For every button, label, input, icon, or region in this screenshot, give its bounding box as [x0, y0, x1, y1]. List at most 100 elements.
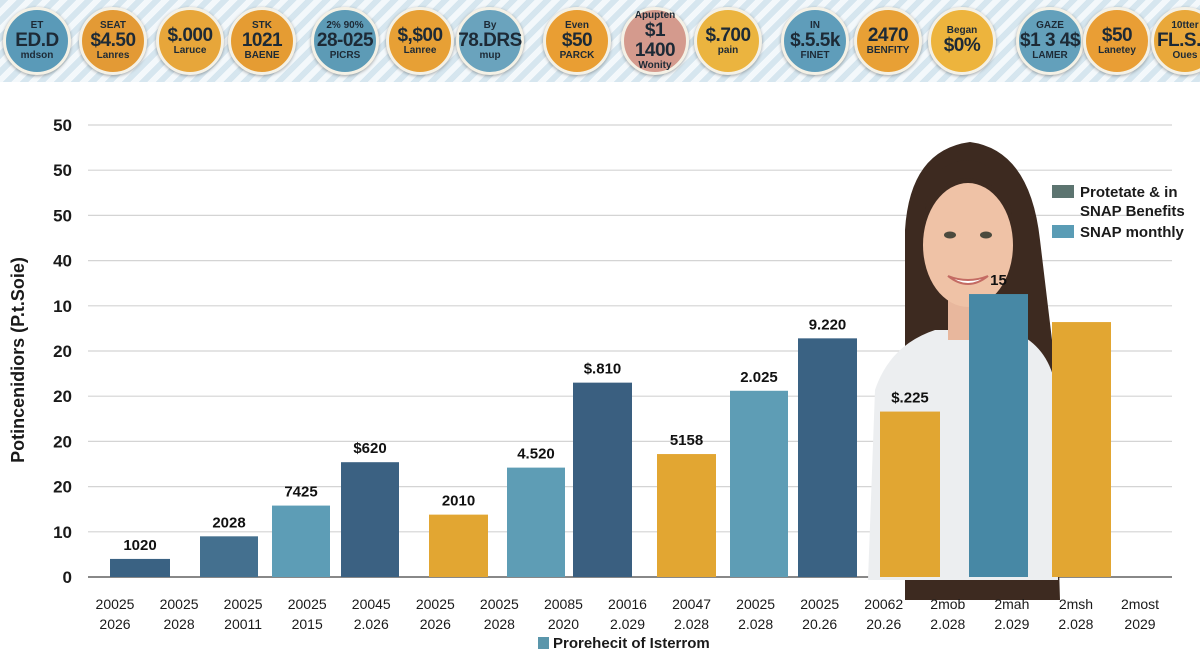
- coin-top-text: By: [483, 19, 497, 31]
- coin-badge: Began $0%: [928, 7, 996, 75]
- bar: [798, 338, 857, 577]
- coin-top-text: 10tter: [1171, 19, 1199, 31]
- bar: [272, 505, 330, 577]
- coin-top-text: STK: [252, 19, 272, 31]
- coin-main-text: $50: [1101, 24, 1133, 46]
- y-tick-label: 50: [53, 161, 72, 180]
- x-tick-label: 2.028: [930, 616, 965, 632]
- legend-swatch: [1052, 225, 1074, 238]
- x-tick-label: 20.26: [802, 616, 837, 632]
- coin-badge: 2% 90% 28-025 PICRS: [311, 7, 379, 75]
- x-tick-label: 2.028: [738, 616, 773, 632]
- coin-top-text: ET: [30, 19, 44, 31]
- coin-badge: $50 Lanetey: [1083, 7, 1151, 75]
- coin-main-text: $.000: [167, 24, 213, 46]
- x-tick-label: 2msh: [1059, 596, 1093, 612]
- bar: [880, 411, 940, 577]
- coin-main-text: 78.DRS: [458, 30, 522, 52]
- coin-badge: $.700 pain: [694, 7, 762, 75]
- bar-data-label: 15: [990, 272, 1007, 289]
- coin-bottom-text: Oues: [1172, 49, 1198, 61]
- x-tick-label: 2026: [420, 616, 451, 632]
- x-tick-label: 20025: [160, 596, 199, 612]
- y-tick-label: 20: [53, 342, 72, 361]
- coin-badge: GAZE $1 3 4$ LAMER: [1016, 7, 1084, 75]
- x-tick-label: 20025: [224, 596, 263, 612]
- bar-data-label: $620: [353, 440, 386, 457]
- coin-bottom-text: Wonity: [638, 59, 672, 71]
- y-axis-title: Potincenidiors (P.t.Soie): [8, 257, 28, 463]
- coin-main-text: $.700: [705, 24, 751, 46]
- x-tick-label: 2.029: [610, 616, 645, 632]
- x-tick-label: 20025: [736, 596, 775, 612]
- coin-top-text: Began: [946, 24, 978, 36]
- x-axis-labels: 20025 2026 20025 2028 20025 20011 20025 2015 200…: [96, 596, 1160, 632]
- coin-badge: $,$00 Lanree: [386, 7, 454, 75]
- x-tick-label: 20047: [672, 596, 711, 612]
- bar-data-label: 5158: [670, 432, 703, 449]
- x-tick-label: 2.028: [674, 616, 709, 632]
- coin-bottom-text: Laruce: [173, 44, 207, 56]
- coin-bottom-text: LAMER: [1032, 49, 1068, 61]
- y-tick-label: 10: [53, 297, 72, 316]
- x-tick-label: 20025: [480, 596, 519, 612]
- x-tick-label: 20045: [352, 596, 391, 612]
- coin-bottom-text: mup: [479, 49, 501, 61]
- bar-data-label: $.810: [584, 361, 622, 378]
- legend-swatch: [1052, 185, 1074, 198]
- coin-badge: SEAT $4.50 Lanres: [79, 7, 147, 75]
- x-tick-label: 2.026: [354, 616, 389, 632]
- x-tick-label: 2029: [1124, 616, 1155, 632]
- bar-data-label: 9.220: [809, 316, 847, 333]
- coin-banner: ET ED.D mdson SEAT $4.50 Lanres $.000 Laruce STK…: [0, 0, 1200, 82]
- bottom-legend-label: Prorehecit of Isterrom: [553, 635, 710, 652]
- bar-data-label: 7425: [284, 484, 317, 501]
- y-tick-label: 0: [63, 568, 72, 587]
- bar: [110, 558, 170, 577]
- coin-badge: ET ED.D mdson: [3, 7, 71, 75]
- x-tick-label: 20016: [608, 596, 647, 612]
- bar: [507, 467, 565, 577]
- coin-bottom-text: FINET: [800, 49, 830, 61]
- legend-label: SNAP Benefits: [1080, 203, 1185, 220]
- coin-bottom-text: BENFITY: [866, 44, 910, 56]
- y-tick-label: 50: [53, 116, 72, 135]
- coin-main-text: 28-025: [316, 30, 374, 52]
- bar: [730, 390, 788, 577]
- bar-data-label: 2028: [212, 514, 245, 531]
- bar: [969, 294, 1028, 577]
- coin-top-text: 2% 90%: [326, 19, 364, 31]
- bar: [200, 536, 258, 577]
- coin-badge: Apupten $1 1400 Wonity: [621, 7, 689, 75]
- coin-main-text: $4.50: [90, 30, 136, 52]
- coin-main-text: $50: [561, 30, 593, 52]
- y-tick-label: 20: [53, 387, 72, 406]
- bar-data-label: 1020: [123, 537, 156, 554]
- coin-bottom-text: Lanres: [96, 49, 130, 61]
- bar-data-label: 2010: [442, 493, 475, 510]
- bar-data-label: 2.025: [740, 369, 778, 386]
- coin-main-text: $1 1400: [634, 20, 676, 61]
- coin-badge: IN $.5.5k FINET: [781, 7, 849, 75]
- coin-main-text: $1 3 4$: [1020, 30, 1080, 52]
- coin-top-text: IN: [810, 19, 820, 31]
- coin-top-text: Even: [565, 19, 589, 31]
- coin-bottom-text: Lanetey: [1098, 44, 1136, 56]
- y-tick-label: 50: [53, 206, 72, 225]
- legend-label: SNAP monthly: [1080, 224, 1185, 241]
- x-tick-label: 20025: [800, 596, 839, 612]
- x-tick-label: 2020: [548, 616, 579, 632]
- y-tick-label: 40: [53, 252, 72, 271]
- x-tick-label: 20011: [224, 616, 262, 632]
- y-axis-ticks: 0 10 20 20 20 20 10 40 50 50 50: [53, 116, 72, 587]
- bar: [429, 514, 488, 577]
- bottom-legend: Prorehecit of Isterrom: [538, 635, 710, 652]
- x-tick-label: 2028: [484, 616, 515, 632]
- bar: [1052, 322, 1111, 577]
- coin-main-text: FL.S.S: [1156, 30, 1200, 52]
- bar-data-label: $.225: [891, 390, 929, 407]
- bar: [657, 454, 716, 577]
- y-tick-label: 20: [53, 478, 72, 497]
- y-tick-label: 20: [53, 432, 72, 451]
